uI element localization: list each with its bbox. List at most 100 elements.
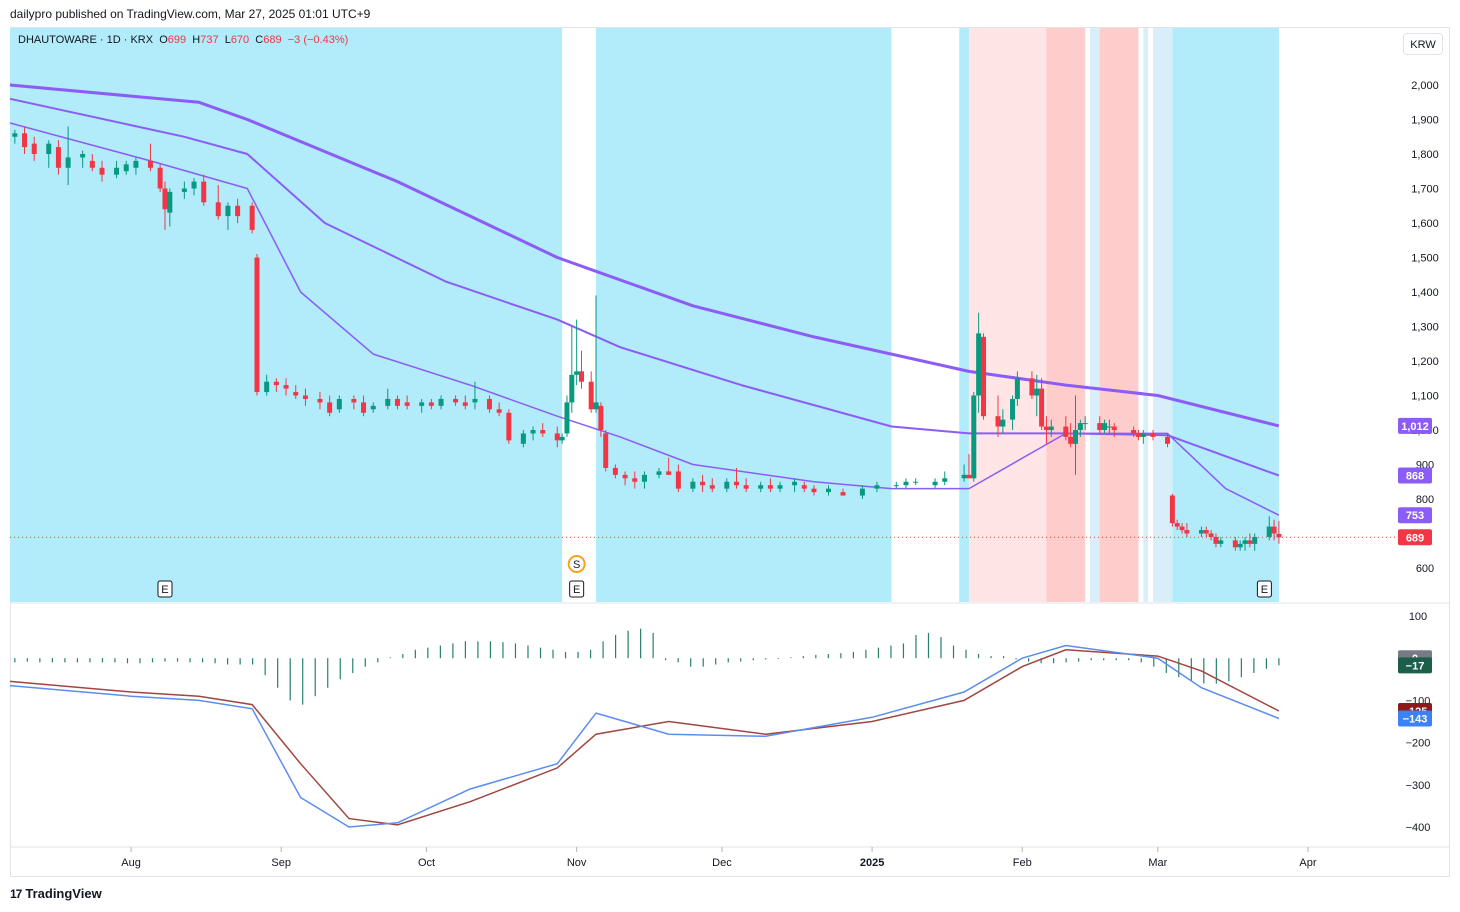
moving-average-line <box>9 83 1280 428</box>
price-tick-label: 1,600 <box>1411 218 1439 230</box>
candle-body <box>462 402 468 406</box>
candle-body <box>1174 523 1180 527</box>
earnings-marker-label: E <box>161 584 168 596</box>
candle-body <box>361 402 367 413</box>
candle-body <box>1048 426 1054 430</box>
time-tick-label: Feb <box>1013 857 1032 869</box>
candle-body <box>1169 495 1175 524</box>
candle-body <box>181 188 187 192</box>
candles <box>10 126 1400 551</box>
macd-signal-line <box>9 649 1280 826</box>
macd-value-badge-text: −17 <box>1406 660 1425 672</box>
candle-body <box>1077 423 1083 430</box>
candle-body <box>632 478 638 482</box>
price-tick-label: 1,700 <box>1411 184 1439 196</box>
macd-panel <box>9 628 1280 828</box>
tradingview-logo-icon: 17 <box>10 886 22 901</box>
candle-body <box>394 398 400 406</box>
legend-close-label: C <box>255 34 264 46</box>
candle-body <box>65 157 71 168</box>
time-tick-label: Sep <box>271 857 291 869</box>
macd-tick-label: −400 <box>1406 822 1431 834</box>
currency-button[interactable]: KRW <box>1403 33 1443 55</box>
candle-body <box>612 467 618 475</box>
candle-body <box>293 392 299 396</box>
candle-body <box>656 471 662 475</box>
candle-body <box>966 474 972 479</box>
candle-body <box>1213 536 1219 544</box>
candle-body <box>254 257 260 393</box>
price-value-badge-text: 1,012 <box>1401 421 1429 433</box>
tradingview-logo[interactable]: 17 TradingView <box>10 886 102 901</box>
macd-tick-label: 100 <box>1409 611 1427 623</box>
candle-body <box>264 381 270 393</box>
candle-body <box>995 416 1001 427</box>
candle-body <box>675 471 681 489</box>
candle-body <box>709 485 715 489</box>
tradingview-brand: TradingView <box>25 886 102 901</box>
legend-change: −3 (−0.43%) <box>287 34 349 46</box>
price-tick-label: 1,300 <box>1411 322 1439 334</box>
candle-body <box>859 488 865 496</box>
price-tick-label: 1,400 <box>1411 287 1439 299</box>
candle-body <box>31 143 37 154</box>
candle-body <box>351 398 357 403</box>
candle-body <box>438 398 444 406</box>
legend-high-value: 737 <box>200 34 219 46</box>
candle-body <box>1150 433 1156 437</box>
background-bands <box>10 28 1279 602</box>
event-markers: E E S E <box>157 555 1272 598</box>
candle-body <box>641 474 647 482</box>
candle-body <box>1135 433 1141 437</box>
price-tick-label: 800 <box>1416 494 1434 506</box>
background-band <box>959 28 969 602</box>
price-value-badge <box>1398 507 1432 524</box>
candle-body <box>530 430 536 434</box>
candle-body <box>874 485 880 489</box>
candle-body <box>114 167 120 175</box>
price-value-badge <box>1398 529 1432 546</box>
candle-body <box>980 336 986 417</box>
candle-body <box>700 481 706 486</box>
candle-body <box>385 398 391 406</box>
candle-body <box>249 205 255 230</box>
price-value-badge-text: 689 <box>1406 532 1424 544</box>
candle-body <box>1247 540 1253 544</box>
candle-body <box>1014 378 1020 399</box>
candle-body <box>167 191 173 213</box>
candle-body <box>593 402 599 410</box>
candle-body <box>486 398 492 410</box>
candle-body <box>123 164 129 172</box>
candle-body <box>191 181 197 189</box>
candle-body <box>811 488 817 493</box>
candle-body <box>1010 398 1016 420</box>
candle-body <box>1000 419 1006 427</box>
candle-body <box>622 474 628 479</box>
candle-body <box>1198 530 1204 534</box>
candle-body <box>520 433 526 444</box>
time-tick-label: Dec <box>712 857 732 869</box>
candle-body <box>724 481 730 489</box>
price-tick-label: 2,000 <box>1411 80 1439 92</box>
symbol-legend[interactable]: DHAUTOWARE · 1D · KRX O699 H737 L670 C68… <box>18 34 348 46</box>
candle-body <box>419 402 425 406</box>
candle-body <box>225 205 231 217</box>
background-band <box>968 28 1047 602</box>
candle-body <box>903 481 909 486</box>
candle-body <box>1043 426 1049 430</box>
candle-body <box>1073 430 1079 444</box>
candle-body <box>1271 526 1277 534</box>
candle-body <box>971 395 977 479</box>
candle-body <box>496 409 502 413</box>
price-value-badge-text: 868 <box>1406 471 1424 483</box>
candle-body <box>1266 526 1272 537</box>
candle-body <box>574 371 580 375</box>
candle-body <box>1179 526 1185 531</box>
candle-body <box>1208 533 1214 537</box>
candle-body <box>162 188 168 210</box>
price-value-badge <box>1398 467 1432 484</box>
split-marker <box>567 555 586 573</box>
candle-body <box>932 481 938 486</box>
candle-body <box>1184 530 1190 534</box>
